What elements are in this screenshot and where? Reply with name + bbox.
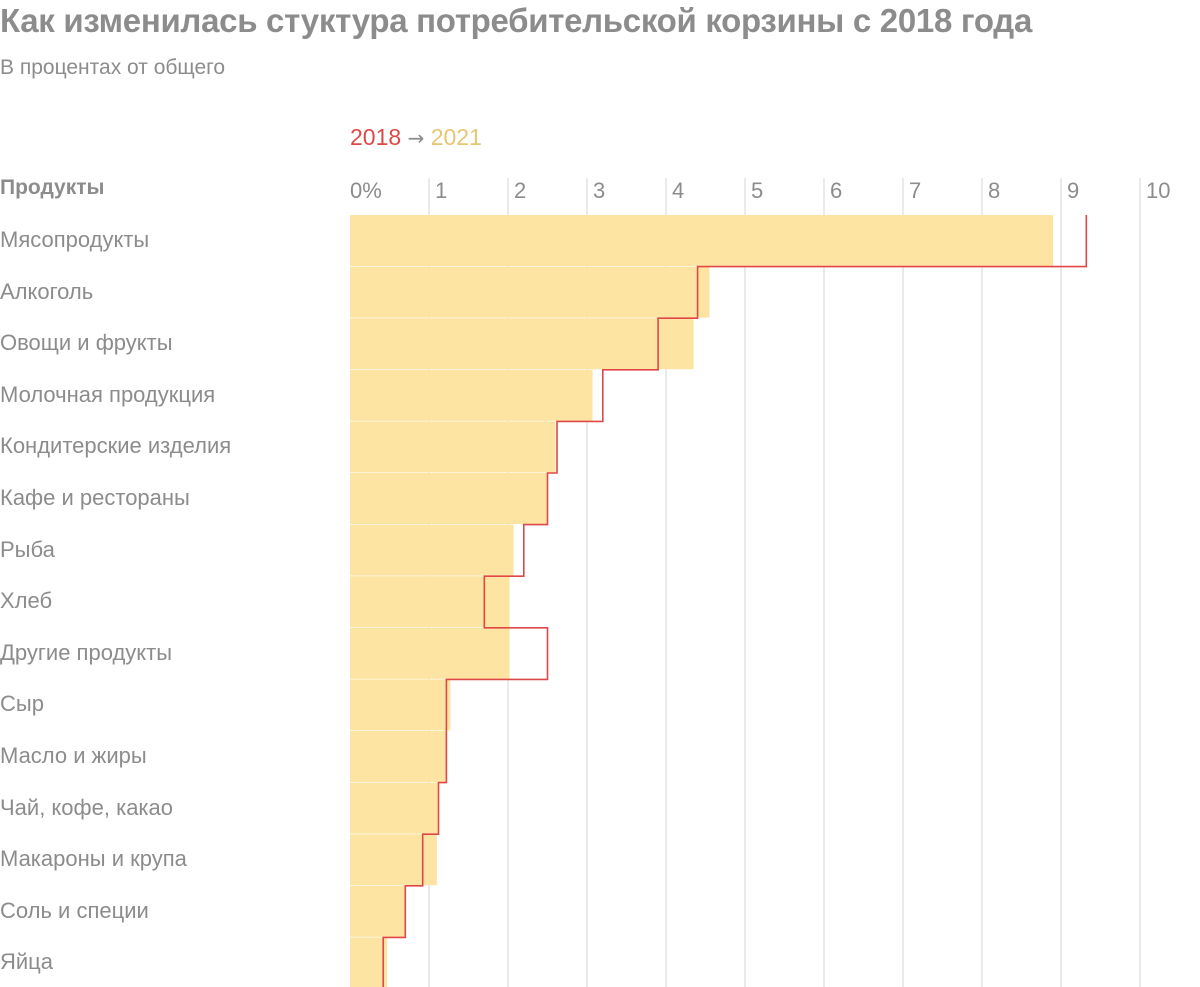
bar-2021-9: [350, 627, 510, 679]
category-label: Овощи и фрукты: [0, 330, 173, 356]
category-label: Кондитерские изделия: [0, 433, 232, 459]
bar-2021-2: [350, 266, 710, 318]
category-label: Кафе и рестораны: [0, 485, 190, 510]
tick-label-2: 2: [514, 178, 526, 203]
category-label: Другие продукты: [0, 639, 173, 665]
category-label: Алкоголь: [0, 278, 94, 304]
bar-2021-7: [350, 524, 514, 576]
tick-label-10: 10: [1146, 178, 1170, 203]
bar-2021-3: [350, 318, 694, 370]
category-label: Чай, кофе, какао: [0, 794, 174, 820]
bar-2021-14: [350, 885, 406, 937]
bar-2021-13: [350, 834, 437, 886]
category-label: Соль и специи: [0, 897, 149, 923]
category-label: Хлеб: [0, 588, 53, 614]
category-label: Мясопродукты: [0, 227, 150, 252]
category-label: Молочная продукция: [0, 381, 216, 407]
category-label: Яйца: [0, 949, 54, 975]
tick-label-9: 9: [1067, 178, 1079, 203]
category-label: Масло и жиры: [0, 743, 147, 768]
bar-2021-5: [350, 421, 556, 473]
tick-label-4: 4: [672, 178, 684, 203]
category-label: Сыр: [0, 691, 44, 717]
category-label: Рыба: [0, 536, 55, 562]
tick-label-3: 3: [593, 178, 605, 203]
tick-label-0: 0%: [350, 178, 382, 203]
bar-2021-10: [350, 679, 451, 731]
line-2018: [382, 215, 1088, 987]
bar-2021-1: [350, 215, 1054, 266]
bar-2021-6: [350, 473, 548, 524]
tick-label-5: 5: [751, 178, 763, 203]
tick-label-6: 6: [830, 178, 842, 203]
tick-label-7: 7: [909, 178, 921, 203]
legend-2021: 2021: [430, 124, 482, 150]
tick-label-1: 1: [435, 178, 447, 203]
chart-legend: 2018 → 2021: [350, 124, 482, 151]
category-label: Макароны и крупа: [0, 846, 187, 872]
legend-2018: 2018: [350, 124, 402, 150]
bar-2021-12: [350, 782, 439, 834]
bar-2021-4: [350, 369, 593, 421]
category-header: Продукты: [0, 176, 105, 199]
chart-subtitle: В процентах от общего: [0, 56, 226, 79]
bar-2021-8: [350, 576, 510, 628]
bar-2021-15: [350, 937, 388, 987]
tick-label-8: 8: [988, 178, 1000, 203]
bar-2021-11: [350, 731, 447, 782]
legend-arrow: →: [407, 126, 425, 150]
chart-title: Как изменилась стуктура потребительской …: [0, 2, 1033, 39]
